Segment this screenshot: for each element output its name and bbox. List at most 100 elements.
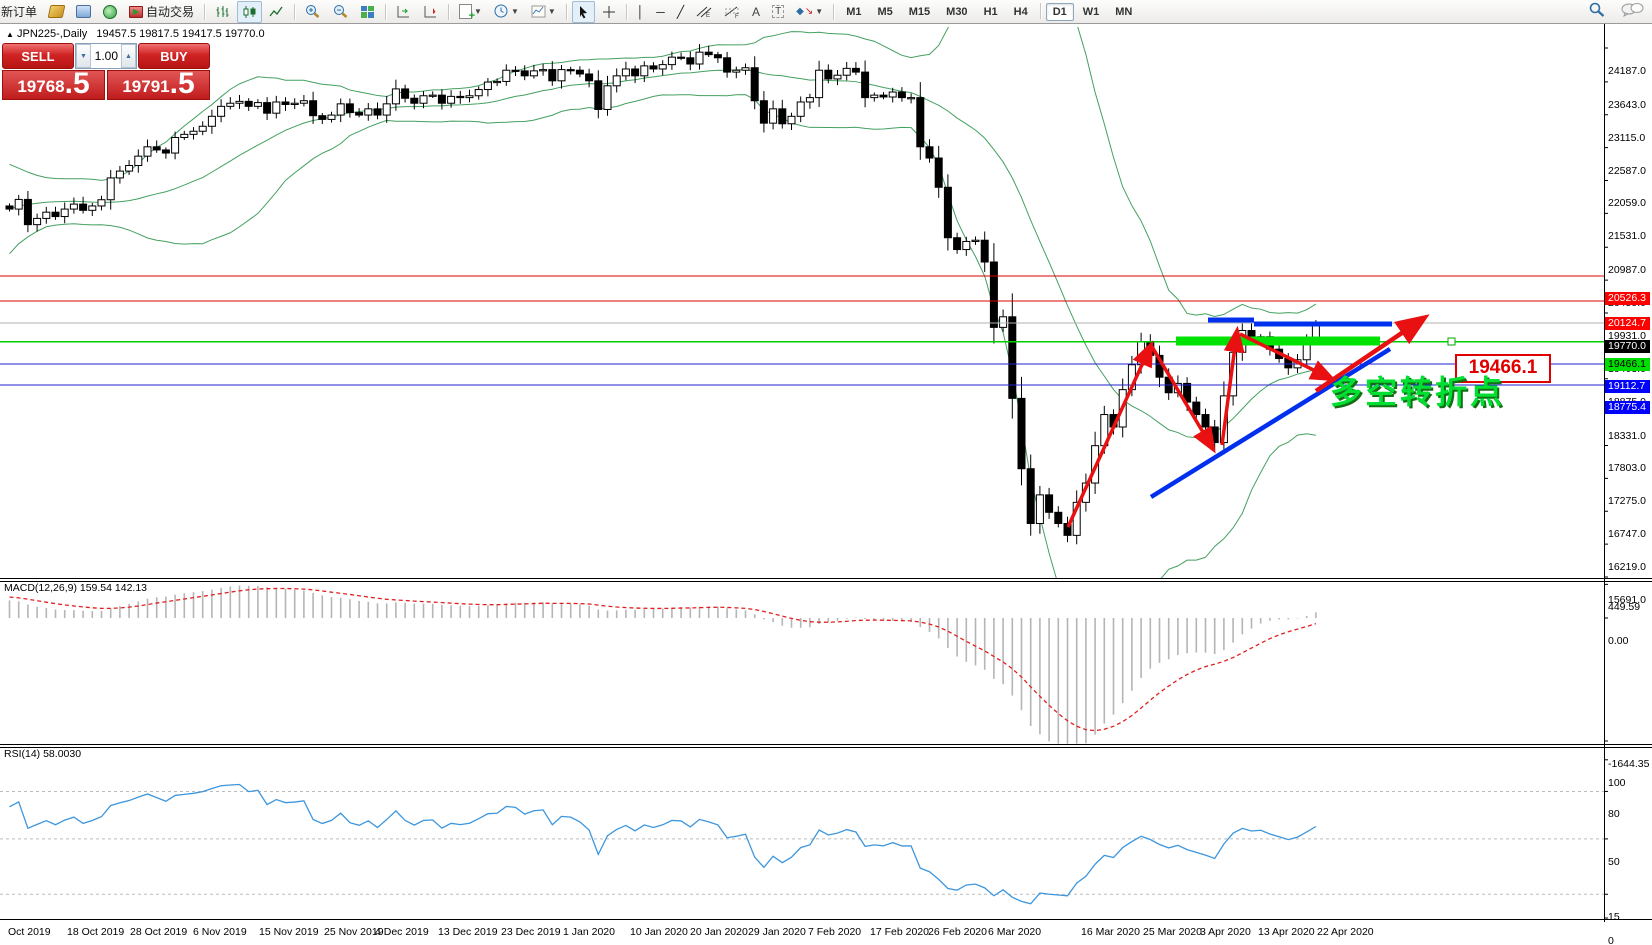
volume-increase-button[interactable]: ▲: [121, 44, 136, 68]
date-label: 23 Dec 2019: [501, 926, 561, 938]
new-order-button[interactable]: 新订单: [0, 1, 42, 23]
sell-button[interactable]: SELL: [2, 43, 74, 69]
shapes-tool-button[interactable]: ◆ ↘ ▼: [796, 6, 824, 17]
indicators-button[interactable]: + ▼: [454, 1, 487, 23]
price-tick: 16219.0: [1608, 561, 1646, 574]
chart-title: ▲ JPN225-,Daily 19457.5 19817.5 19417.5 …: [6, 28, 265, 40]
chart-shift-icon[interactable]: [391, 1, 416, 23]
label-tool-icon[interactable]: T: [767, 1, 789, 23]
trendline-tool-icon[interactable]: ╱: [676, 4, 685, 19]
buy-button[interactable]: BUY: [138, 43, 210, 69]
price-tick: 17275.0: [1608, 495, 1646, 508]
symbol-triangle-icon: ▲: [6, 30, 14, 39]
rsi-tick: 100: [1608, 776, 1626, 789]
templates-button[interactable]: ▼: [526, 1, 561, 23]
sell-price-main: 19768: [17, 77, 65, 96]
chevron-down-icon: ▼: [815, 7, 824, 16]
search-icon[interactable]: [1588, 2, 1606, 21]
date-label: 15 Nov 2019: [259, 926, 319, 938]
sell-price-frac: .5: [64, 67, 90, 100]
sell-price[interactable]: 19768.5: [2, 67, 105, 100]
chevron-down-icon: ▼: [547, 7, 556, 16]
auto-trading-icon: ▶: [129, 5, 144, 18]
candlestick-mode-icon[interactable]: [237, 0, 263, 23]
symbol-period-label: JPN225-,Daily: [16, 28, 88, 40]
buy-price[interactable]: 19791.5: [107, 67, 210, 100]
rsi-tick: 0: [1608, 935, 1614, 945]
date-label: 6 Mar 2020: [988, 926, 1042, 938]
price-badge: 20526.3: [1605, 292, 1650, 306]
price-tick: 23115.0: [1608, 131, 1646, 144]
date-label: 29 Jan 2020: [748, 926, 806, 938]
price-tick: 22059.0: [1608, 197, 1646, 210]
text-tool-icon[interactable]: A: [752, 4, 761, 19]
price-tick: 23643.0: [1608, 98, 1646, 111]
macd-tick: 0.00: [1608, 635, 1629, 647]
price-callout-label[interactable]: 19466.1: [1455, 354, 1551, 383]
price-badge: 18775.4: [1605, 401, 1650, 415]
date-label: 16 Mar 2020: [1081, 926, 1140, 938]
periods-button[interactable]: ▼: [489, 1, 524, 23]
price-tick: 16747.0: [1608, 528, 1646, 541]
fibonacci-tool-icon[interactable]: F: [719, 1, 745, 23]
strategy-tester-icon[interactable]: [98, 1, 122, 23]
chart-plot[interactable]: [0, 23, 1652, 945]
turning-point-annotation[interactable]: 多空转折点: [1330, 374, 1506, 410]
auto-scroll-icon[interactable]: [418, 1, 443, 23]
timeframe-m5[interactable]: M5: [877, 5, 893, 18]
timeframe-mn[interactable]: MN: [1115, 5, 1133, 18]
terminal-window-icon[interactable]: [71, 1, 96, 23]
rsi-tick: 50: [1608, 855, 1620, 868]
volume-decrease-button[interactable]: ▼: [76, 44, 91, 68]
macd-tick: 449.59: [1608, 601, 1641, 614]
chevron-down-icon: ▼: [510, 7, 519, 16]
timeframe-h4[interactable]: H4: [1013, 5, 1028, 18]
date-label: 26 Feb 2020: [928, 926, 987, 938]
vertical-line-tool-icon[interactable]: │: [636, 4, 645, 19]
zoom-out-icon[interactable]: [328, 1, 354, 23]
price-tick: 24187.0: [1608, 65, 1646, 77]
chat-icon[interactable]: [1620, 2, 1644, 21]
chevron-down-icon: ▼: [474, 7, 482, 16]
date-label: 20 Jan 2020: [690, 926, 748, 938]
rsi-tick: 15: [1608, 911, 1620, 924]
profile-icon[interactable]: [44, 1, 69, 23]
volume-stepper: ▼ 1.00 ▲: [75, 43, 137, 69]
price-badge: 19466.1: [1605, 358, 1650, 372]
buy-price-main: 19791: [122, 77, 170, 96]
timeframe-d1[interactable]: D1: [1045, 2, 1074, 21]
svg-text:E: E: [706, 13, 710, 18]
channel-tool-icon[interactable]: E: [691, 1, 717, 23]
date-label: 22 Apr 2020: [1317, 926, 1374, 938]
line-chart-mode-icon[interactable]: [264, 1, 289, 23]
chart-window: ▲ JPN225-,Daily 19457.5 19817.5 19417.5 …: [0, 23, 1652, 945]
cursor-tool-icon[interactable]: [571, 0, 595, 23]
rsi-tick: 80: [1608, 808, 1620, 821]
price-tick: 20987.0: [1608, 264, 1646, 277]
bar-chart-mode-icon[interactable]: [210, 1, 235, 23]
price-tick: 15691.0: [1608, 594, 1646, 606]
auto-trading-label: 自动交易: [146, 5, 195, 19]
one-click-trading-panel: SELL ▼ 1.00 ▲ BUY 19768.5 19791.5: [2, 43, 210, 101]
date-label: 17 Feb 2020: [870, 926, 929, 938]
zoom-in-icon[interactable]: [300, 1, 326, 23]
date-label: Oct 2019: [8, 926, 51, 938]
crosshair-tool-icon[interactable]: [597, 1, 621, 23]
timeframe-m15[interactable]: M15: [908, 5, 931, 18]
date-label: 28 Oct 2019: [130, 926, 188, 938]
tile-windows-icon[interactable]: [356, 1, 380, 23]
volume-value[interactable]: 1.00: [94, 49, 118, 63]
date-label: 3 Apr 2020: [1200, 926, 1251, 938]
price-badge: 19112.7: [1605, 380, 1650, 394]
horizontal-line-tool-icon[interactable]: ─: [656, 4, 665, 19]
toolbar: 新订单 ▶ 自动交易 + ▼ ▼ ▼ │ ─ ╱ E F A T ◆ ↘: [0, 0, 1652, 24]
timeframe-m30[interactable]: M30: [946, 5, 968, 18]
date-label: 1 Jan 2020: [563, 926, 615, 938]
timeframe-w1[interactable]: W1: [1082, 5, 1100, 18]
auto-trading-button[interactable]: ▶ 自动交易: [124, 1, 199, 23]
new-order-label: 新订单: [1, 5, 38, 19]
timeframe-m1[interactable]: M1: [846, 5, 862, 18]
buy-price-frac: .5: [169, 67, 195, 100]
timeframe-h1[interactable]: H1: [983, 5, 998, 18]
